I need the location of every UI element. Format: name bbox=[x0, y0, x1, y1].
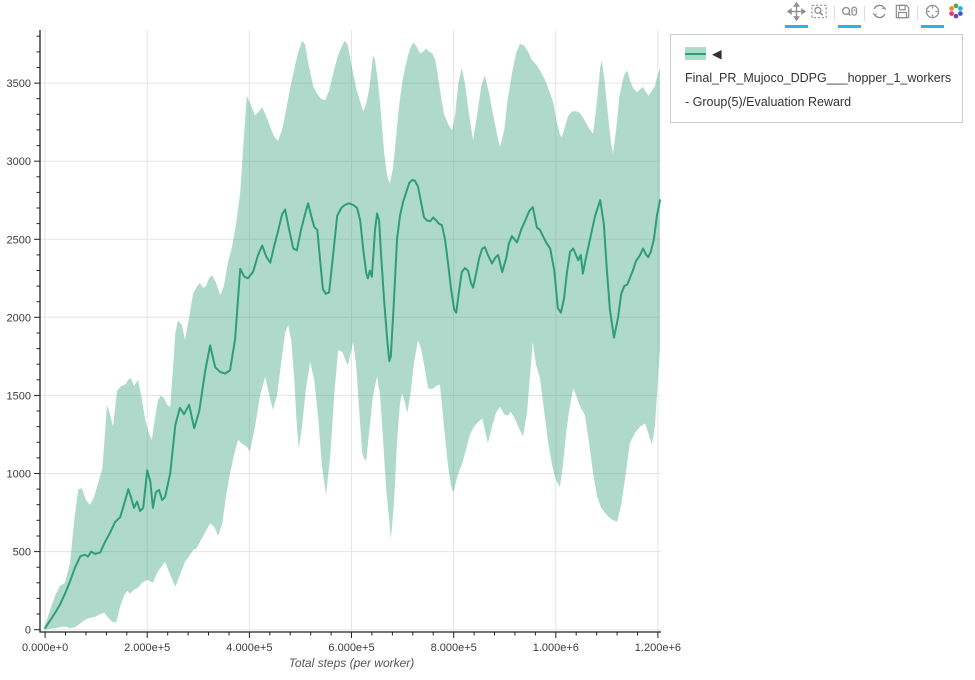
x-tick-labels: 0.000e+0 2.000e+5 4.000e+5 6.000e+5 8.000e+5… bbox=[22, 642, 681, 654]
svg-text:2.000e+5: 2.000e+5 bbox=[124, 642, 170, 654]
mean-line bbox=[44, 178, 661, 630]
svg-text:1.200e+6: 1.200e+6 bbox=[635, 642, 681, 654]
y-tick-labels: 0 500 1000 1500 2000 2500 3000 3500 bbox=[7, 78, 31, 637]
wheel-zoom-tool-button[interactable] bbox=[838, 2, 861, 28]
save-tool-button[interactable] bbox=[891, 2, 914, 28]
gridlines bbox=[40, 30, 661, 632]
save-icon bbox=[893, 2, 912, 24]
bokeh-toolbar bbox=[785, 1, 967, 28]
svg-text:3000: 3000 bbox=[7, 156, 31, 168]
x-axis-title: Total steps (per worker) bbox=[289, 656, 415, 670]
toolbar-separator bbox=[834, 5, 835, 21]
toolbar-separator bbox=[917, 5, 918, 21]
confidence-band bbox=[45, 40, 661, 630]
svg-text:3500: 3500 bbox=[7, 78, 31, 90]
bokeh-logo-icon bbox=[946, 1, 966, 24]
pan-tool-button[interactable] bbox=[785, 1, 808, 28]
svg-text:500: 500 bbox=[13, 547, 31, 559]
pan-icon bbox=[786, 1, 807, 24]
bokeh-logo[interactable] bbox=[944, 2, 967, 28]
reset-icon bbox=[870, 2, 889, 24]
svg-text:0.000e+0: 0.000e+0 bbox=[22, 642, 68, 654]
svg-text:4.000e+5: 4.000e+5 bbox=[226, 642, 272, 654]
svg-text:8.000e+5: 8.000e+5 bbox=[431, 642, 477, 654]
svg-text:6.000e+5: 6.000e+5 bbox=[328, 642, 374, 654]
legend-swatch-line bbox=[685, 52, 706, 55]
svg-text:1.000e+6: 1.000e+6 bbox=[533, 642, 579, 654]
hover-icon bbox=[923, 2, 942, 24]
box-zoom-tool-button[interactable] bbox=[808, 2, 831, 28]
legend-label: ◀ Final_PR_Mujoco_DDPG___hopper_1_worker… bbox=[685, 47, 952, 109]
toolbar-separator bbox=[864, 5, 865, 21]
svg-text:0: 0 bbox=[25, 625, 31, 637]
legend-swatch bbox=[685, 47, 706, 60]
axis-ticks bbox=[34, 35, 659, 638]
box-zoom-icon bbox=[810, 2, 829, 24]
svg-text:1000: 1000 bbox=[7, 469, 31, 481]
hover-tool-button[interactable] bbox=[921, 2, 944, 28]
reset-tool-button[interactable] bbox=[868, 2, 891, 28]
legend: ◀ Final_PR_Mujoco_DDPG___hopper_1_worker… bbox=[670, 34, 963, 123]
svg-text:2000: 2000 bbox=[7, 312, 31, 324]
svg-text:1500: 1500 bbox=[7, 390, 31, 402]
svg-text:2500: 2500 bbox=[7, 234, 31, 246]
wheel-zoom-icon bbox=[840, 2, 859, 24]
